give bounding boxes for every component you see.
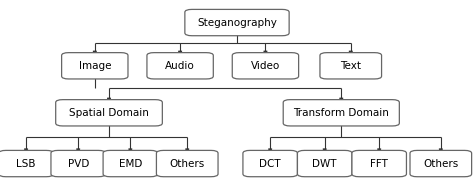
Text: Others: Others <box>423 158 458 169</box>
FancyBboxPatch shape <box>185 9 289 36</box>
FancyBboxPatch shape <box>298 150 352 177</box>
FancyBboxPatch shape <box>51 150 105 177</box>
Text: PVD: PVD <box>67 158 89 169</box>
Text: LSB: LSB <box>16 158 36 169</box>
Text: Spatial Domain: Spatial Domain <box>69 108 149 118</box>
FancyBboxPatch shape <box>156 150 218 177</box>
Text: Video: Video <box>251 61 280 71</box>
FancyBboxPatch shape <box>62 53 128 79</box>
FancyBboxPatch shape <box>320 53 382 79</box>
Text: Image: Image <box>79 61 111 71</box>
Text: Transform Domain: Transform Domain <box>293 108 389 118</box>
FancyBboxPatch shape <box>147 53 213 79</box>
Text: EMD: EMD <box>118 158 142 169</box>
Text: DCT: DCT <box>259 158 281 169</box>
Text: Steganography: Steganography <box>197 17 277 28</box>
FancyBboxPatch shape <box>243 150 298 177</box>
FancyBboxPatch shape <box>56 100 162 126</box>
FancyBboxPatch shape <box>103 150 157 177</box>
FancyBboxPatch shape <box>232 53 299 79</box>
Text: Others: Others <box>170 158 205 169</box>
FancyBboxPatch shape <box>410 150 472 177</box>
FancyBboxPatch shape <box>283 100 399 126</box>
Text: Text: Text <box>340 61 361 71</box>
FancyBboxPatch shape <box>352 150 407 177</box>
Text: DWT: DWT <box>312 158 337 169</box>
Text: Audio: Audio <box>165 61 195 71</box>
FancyBboxPatch shape <box>0 150 53 177</box>
Text: FFT: FFT <box>370 158 388 169</box>
